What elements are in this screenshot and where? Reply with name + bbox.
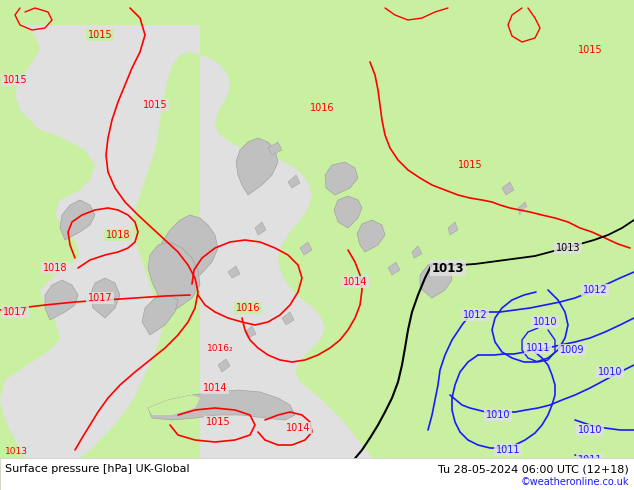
Text: 1015: 1015 [143, 100, 167, 110]
Text: 1013: 1013 [556, 243, 580, 253]
Text: 1010: 1010 [598, 367, 622, 377]
Text: 1015: 1015 [3, 75, 27, 85]
Text: 1014: 1014 [343, 277, 367, 287]
Polygon shape [255, 222, 266, 235]
Polygon shape [90, 278, 120, 318]
Text: 1012: 1012 [578, 475, 602, 485]
Text: 1018: 1018 [42, 263, 67, 273]
Polygon shape [148, 242, 200, 318]
Text: 1012: 1012 [583, 285, 607, 295]
Polygon shape [60, 200, 95, 240]
Polygon shape [518, 204, 548, 238]
Polygon shape [228, 266, 240, 278]
Text: ©weatheronline.co.uk: ©weatheronline.co.uk [521, 477, 629, 487]
Text: 1014: 1014 [203, 383, 227, 393]
Text: 1013: 1013 [432, 262, 464, 274]
Polygon shape [158, 215, 218, 295]
Text: 1015: 1015 [578, 45, 602, 55]
Polygon shape [420, 262, 452, 298]
Polygon shape [538, 158, 568, 188]
Text: 1013: 1013 [5, 447, 28, 456]
Polygon shape [268, 142, 282, 155]
Polygon shape [300, 242, 312, 255]
Polygon shape [236, 138, 278, 195]
Polygon shape [412, 246, 422, 258]
Text: 1015: 1015 [458, 160, 482, 170]
Polygon shape [218, 359, 230, 372]
Polygon shape [148, 395, 200, 415]
Polygon shape [0, 0, 634, 25]
Polygon shape [502, 182, 514, 195]
Text: 1015: 1015 [205, 417, 230, 427]
Text: 1015: 1015 [87, 30, 112, 40]
Polygon shape [334, 196, 362, 228]
Polygon shape [325, 162, 358, 195]
Polygon shape [388, 262, 400, 275]
Polygon shape [282, 312, 294, 325]
Text: 1018: 1018 [106, 230, 130, 240]
Text: 1017: 1017 [3, 307, 27, 317]
Text: 1016: 1016 [236, 303, 260, 313]
Text: 1009: 1009 [560, 345, 585, 355]
Text: 1011: 1011 [496, 445, 521, 455]
Polygon shape [142, 295, 178, 335]
Text: 1010: 1010 [533, 317, 557, 327]
Polygon shape [245, 326, 256, 338]
Polygon shape [490, 0, 634, 490]
Text: 1010: 1010 [486, 410, 510, 420]
Polygon shape [448, 222, 458, 235]
Text: 1017: 1017 [87, 293, 112, 303]
Text: Surface pressure [hPa] UK-Global: Surface pressure [hPa] UK-Global [5, 464, 190, 474]
Polygon shape [518, 202, 528, 215]
Polygon shape [148, 390, 295, 420]
Polygon shape [288, 175, 300, 188]
Text: 1012: 1012 [463, 310, 488, 320]
Polygon shape [20, 0, 634, 490]
Text: 1011: 1011 [526, 343, 550, 353]
Polygon shape [357, 220, 385, 252]
Polygon shape [0, 0, 95, 490]
Text: 1016: 1016 [310, 103, 334, 113]
Bar [0, 458, 634, 490]
Text: 1010: 1010 [578, 425, 602, 435]
Text: 1016₂: 1016₂ [207, 343, 233, 352]
Text: 1011: 1011 [578, 455, 602, 465]
Polygon shape [45, 280, 78, 320]
Text: Tu 28-05-2024 06:00 UTC (12+18): Tu 28-05-2024 06:00 UTC (12+18) [438, 464, 629, 474]
Text: 1014: 1014 [286, 423, 310, 433]
